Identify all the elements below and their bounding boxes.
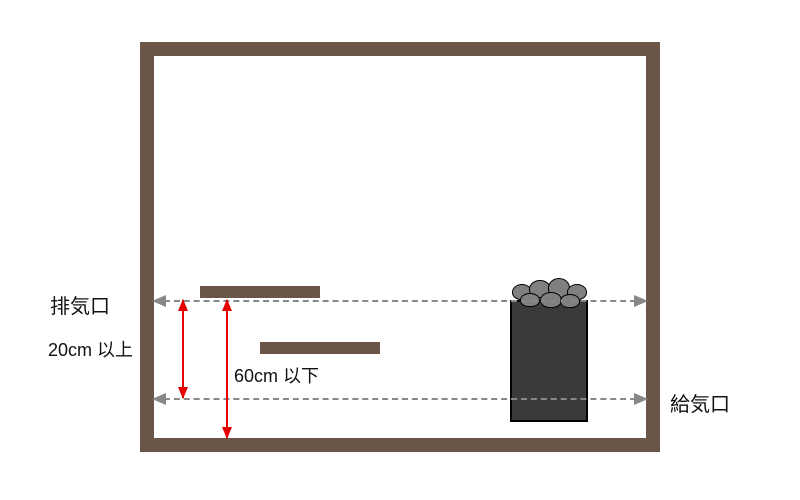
intake-arrow-right (634, 393, 648, 405)
m60-arrow-up (222, 299, 232, 311)
intake-arrow-left (152, 393, 166, 405)
m60-label: 60cm 以下 (234, 362, 319, 388)
m20-arrow-up (178, 299, 188, 311)
m20-arrow-down (178, 387, 188, 399)
bench-upper (200, 286, 320, 298)
m60-arrow-down (222, 427, 232, 439)
exhaust-arrow-left (152, 295, 166, 307)
m60-line (226, 300, 228, 438)
exhaust-label: 排気口 (50, 290, 110, 319)
m20-line (182, 300, 184, 398)
heater-body (510, 300, 588, 422)
bench-lower (260, 342, 380, 354)
intake-label: 給気口 (670, 388, 730, 417)
m20-label: 20cm 以上 (48, 336, 133, 362)
exhaust-arrow-right (634, 295, 648, 307)
